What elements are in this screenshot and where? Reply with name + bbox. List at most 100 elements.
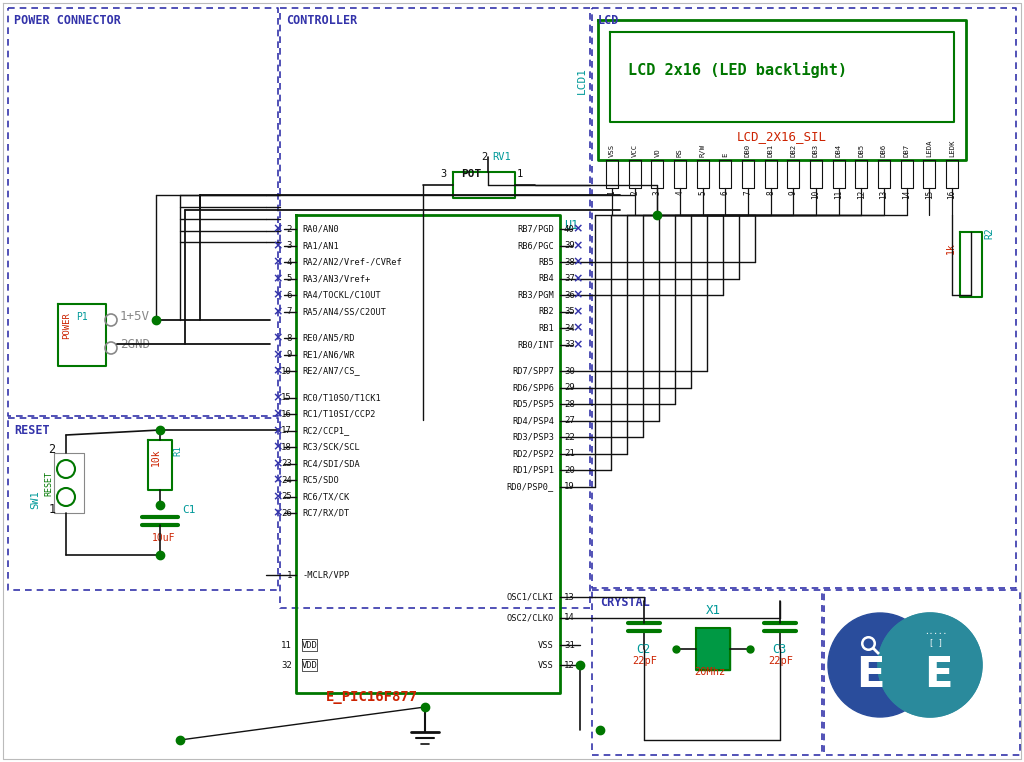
Text: ×: × — [572, 255, 584, 268]
Text: 20Mhz: 20Mhz — [694, 667, 725, 677]
Text: CRYSTAL: CRYSTAL — [600, 596, 650, 609]
Text: LCD1: LCD1 — [577, 66, 587, 94]
Text: OSC2/CLKO: OSC2/CLKO — [507, 613, 554, 623]
Text: VCC: VCC — [632, 144, 638, 157]
Text: RC0/T10SO/T1CK1: RC0/T10SO/T1CK1 — [302, 393, 381, 402]
Text: RC1/T10SI/CCP2: RC1/T10SI/CCP2 — [302, 409, 376, 418]
Text: ×: × — [272, 289, 284, 302]
Text: ×: × — [272, 223, 284, 235]
Text: RD0/PSP0_: RD0/PSP0_ — [507, 482, 554, 491]
Text: RD6/SPP6: RD6/SPP6 — [512, 383, 554, 392]
Text: RC3/SCK/SCL: RC3/SCK/SCL — [302, 443, 359, 452]
Text: LEDA: LEDA — [927, 139, 932, 157]
Text: ×: × — [272, 507, 284, 520]
Text: ×: × — [572, 338, 584, 351]
Text: 16: 16 — [947, 190, 956, 199]
Text: 34: 34 — [564, 324, 574, 332]
Text: RA2/AN2/Vref-/CVRef: RA2/AN2/Vref-/CVRef — [302, 258, 401, 267]
Text: ×: × — [272, 305, 284, 318]
Text: C3: C3 — [772, 643, 786, 656]
Text: DB0: DB0 — [745, 144, 751, 157]
Text: VDD: VDD — [302, 641, 317, 649]
Text: ×: × — [572, 239, 584, 252]
Text: 22: 22 — [564, 433, 574, 441]
Text: 2: 2 — [48, 443, 55, 456]
Text: 33: 33 — [564, 340, 574, 349]
Text: 35: 35 — [564, 307, 574, 316]
Text: RD4/PSP4: RD4/PSP4 — [512, 416, 554, 425]
Text: 13: 13 — [880, 190, 889, 199]
Text: RB7/PGD: RB7/PGD — [517, 225, 554, 233]
Text: 8: 8 — [287, 334, 292, 342]
Text: 31: 31 — [564, 641, 574, 649]
Text: RB5: RB5 — [539, 258, 554, 267]
Text: ×: × — [272, 255, 284, 268]
Text: 10: 10 — [282, 367, 292, 376]
Text: 2: 2 — [481, 152, 487, 162]
Text: 18: 18 — [282, 443, 292, 452]
Text: 20: 20 — [564, 466, 574, 475]
Text: ×: × — [272, 331, 284, 344]
Text: DB5: DB5 — [858, 144, 864, 157]
Text: 30: 30 — [564, 367, 574, 376]
Text: 9: 9 — [287, 350, 292, 359]
Text: ×: × — [572, 223, 584, 235]
Text: 19: 19 — [564, 482, 574, 491]
Text: 1: 1 — [607, 190, 616, 194]
Text: .....
[ ]: ..... [ ] — [925, 627, 947, 647]
Text: ×: × — [272, 364, 284, 377]
Text: 36: 36 — [564, 290, 574, 299]
Text: 12: 12 — [564, 661, 574, 670]
Text: P1: P1 — [76, 312, 88, 322]
Text: 2: 2 — [287, 225, 292, 233]
Text: 23: 23 — [282, 459, 292, 468]
Text: RB0/INT: RB0/INT — [517, 340, 554, 349]
Text: E: E — [924, 654, 952, 696]
Text: 13: 13 — [564, 593, 574, 601]
Text: 6: 6 — [721, 190, 730, 194]
Text: ×: × — [272, 348, 284, 361]
Text: RC2/CCP1_: RC2/CCP1_ — [302, 426, 349, 435]
Text: RV1: RV1 — [493, 152, 511, 162]
Text: LEDK: LEDK — [949, 139, 955, 157]
Text: C1: C1 — [182, 505, 196, 515]
Text: 2GND: 2GND — [120, 338, 150, 351]
Text: RB1: RB1 — [539, 324, 554, 332]
Text: RD7/SPP7: RD7/SPP7 — [512, 367, 554, 376]
Text: 12: 12 — [857, 190, 866, 199]
Text: E: E — [856, 654, 885, 696]
Text: ×: × — [272, 440, 284, 453]
Text: E: E — [722, 152, 728, 157]
Text: ×: × — [272, 408, 284, 421]
Text: RS: RS — [677, 149, 683, 157]
Text: 1: 1 — [287, 571, 292, 579]
Text: RA1/AN1: RA1/AN1 — [302, 241, 339, 250]
Text: 14: 14 — [564, 613, 574, 623]
Text: 38: 38 — [564, 258, 574, 267]
Text: LCD_2X16_SIL: LCD_2X16_SIL — [737, 130, 827, 143]
Text: 3: 3 — [653, 190, 662, 194]
Text: VO: VO — [654, 149, 660, 157]
Text: 2: 2 — [630, 190, 639, 194]
Text: VSS: VSS — [539, 661, 554, 670]
Text: DB7: DB7 — [903, 144, 909, 157]
Text: ×: × — [572, 272, 584, 285]
Text: 16: 16 — [282, 409, 292, 418]
Text: C2: C2 — [636, 643, 650, 656]
Text: RC7/RX/DT: RC7/RX/DT — [302, 508, 349, 517]
Text: 5: 5 — [698, 190, 708, 194]
Text: 11: 11 — [835, 190, 843, 199]
Text: 25: 25 — [282, 492, 292, 501]
Text: 24: 24 — [282, 475, 292, 485]
Text: X1: X1 — [706, 604, 721, 617]
Text: RB6/PGC: RB6/PGC — [517, 241, 554, 250]
Text: RE1/AN6/WR: RE1/AN6/WR — [302, 350, 354, 359]
Text: 15: 15 — [925, 190, 934, 199]
Text: VDD: VDD — [302, 661, 317, 670]
Text: 37: 37 — [564, 274, 574, 283]
Text: RC5/SDO: RC5/SDO — [302, 475, 339, 485]
Text: CONTROLLER: CONTROLLER — [286, 14, 357, 27]
Text: 7: 7 — [743, 190, 753, 194]
Text: R/W: R/W — [699, 144, 706, 157]
Text: RD3/PSP3: RD3/PSP3 — [512, 433, 554, 441]
